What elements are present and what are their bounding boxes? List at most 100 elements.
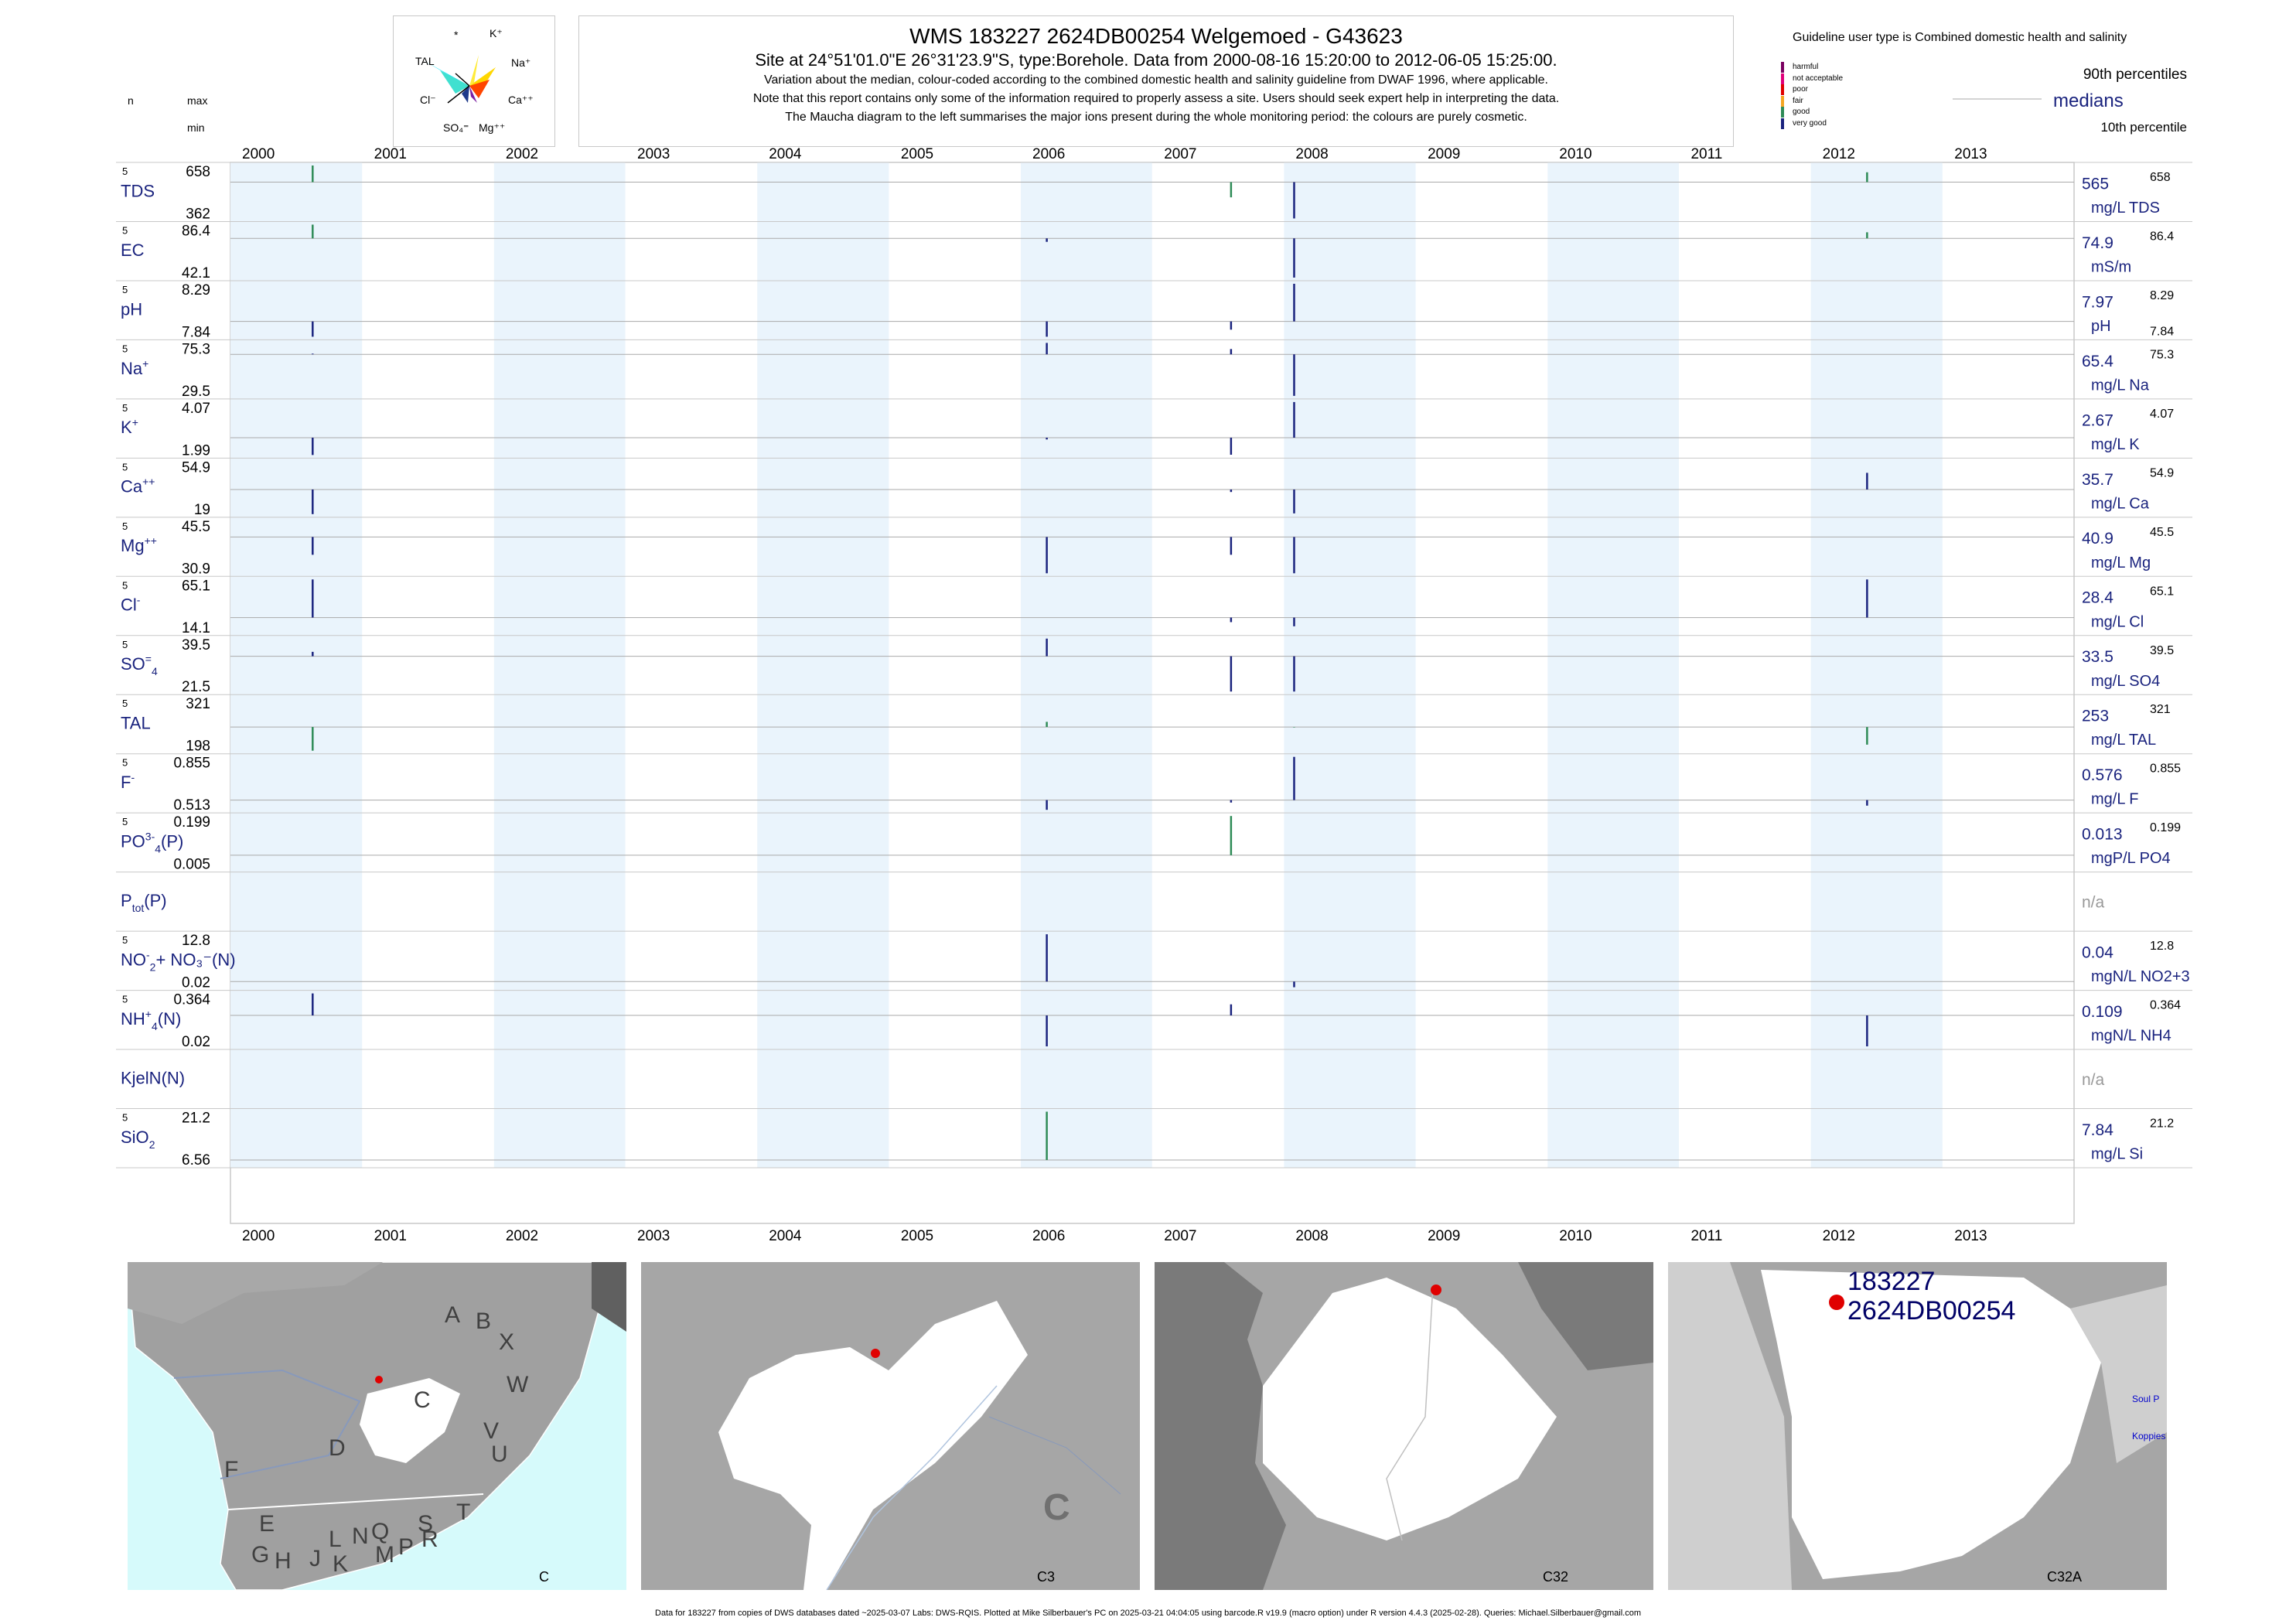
row-2-label: pH (121, 299, 142, 319)
row-16-p90: 21.2 (2150, 1117, 2174, 1131)
legend-class-swatch-2 (1781, 84, 1784, 95)
barcode-chart: 2000 2000 2001 2001 2002 2002 2003 2003 2004 2004… (116, 67, 2192, 1244)
year-band-2012 (1810, 162, 1943, 1168)
legend-class-label-5: very good (1793, 118, 1827, 128)
row-11-label: PO3-4(P) (121, 831, 183, 855)
col-header-min: min (187, 121, 205, 134)
map-sa-region-a: A (445, 1302, 461, 1328)
row-6-max: 45.5 (182, 519, 210, 535)
row-10-min: 0.513 (173, 797, 210, 814)
legend-class-swatch-4 (1781, 107, 1784, 118)
note-line-3: The Maucha diagram to the left summarise… (785, 111, 1527, 124)
year-label-bottom-2002: 2002 (506, 1228, 538, 1244)
row-5-max: 54.9 (182, 459, 210, 476)
row-5-label-text: Ca (121, 477, 143, 496)
map-sa-region-c: C (414, 1387, 431, 1413)
row-3-label-text: Na (121, 359, 143, 378)
footer-note: Data for 183227 from copies of DWS datab… (655, 1609, 1641, 1618)
year-label-bottom-2013: 2013 (1954, 1228, 1987, 1244)
row-3-median: 65.4 (2082, 353, 2113, 370)
row-13-label-extra: + NO₃⁻(N) (155, 950, 235, 969)
row-6-n: 5 (122, 520, 128, 532)
year-label-bottom-2005: 2005 (901, 1228, 933, 1244)
row-16-max: 21.2 (182, 1111, 210, 1127)
map-c3-letter: C (1043, 1487, 1070, 1528)
year-label-bottom-2006: 2006 (1032, 1228, 1065, 1244)
col-header-max: max (187, 94, 207, 107)
row-11-min: 0.005 (173, 857, 210, 873)
map-c3-label: C3 (1036, 1569, 1055, 1585)
row-8-label-text: SO (121, 654, 145, 674)
legend-class-label-4: good (1793, 107, 1810, 116)
row-7-n: 5 (122, 579, 128, 591)
legend-class-swatch-0 (1781, 62, 1784, 73)
map-c32-svg (1155, 1262, 1653, 1590)
row-5-unit: mg/L Ca (2091, 495, 2150, 512)
maucha-mg-petal (469, 86, 477, 103)
map-sa-region-w: W (507, 1372, 529, 1397)
row-0-min: 362 (186, 206, 210, 222)
year-label-bottom-2011: 2011 (1690, 1228, 1722, 1244)
map-sa-region-s: S (418, 1511, 434, 1537)
row-4-label-text: K (121, 418, 132, 437)
maucha-cl-petal (440, 70, 469, 94)
row-0-max: 658 (186, 164, 210, 180)
year-label-top-2002: 2002 (506, 146, 538, 162)
maucha-label-mg: Mg⁺⁺ (479, 121, 506, 134)
year-band-2006 (1021, 162, 1152, 1168)
row-8-n: 5 (122, 639, 128, 650)
map-sa-site-dot (375, 1376, 383, 1383)
row-8-min: 21.5 (182, 679, 210, 695)
row-8-label-sup: = (145, 653, 152, 665)
row-11-n: 5 (122, 816, 128, 827)
row-7-label-sup: - (137, 594, 141, 606)
row-3-label-sup: + (142, 357, 148, 370)
row-11-p90: 0.199 (2150, 821, 2181, 834)
row-16-median: 7.84 (2082, 1121, 2113, 1139)
row-14-label-sub: 4 (152, 1020, 158, 1032)
year-label-top-2013: 2013 (1954, 146, 1987, 162)
legend-p10: 10th percentile (2100, 120, 2187, 135)
row-4-max: 4.07 (182, 401, 210, 417)
maucha-ca-petal (469, 80, 490, 98)
row-2-p90: 8.29 (2150, 289, 2174, 302)
map-c3-site-dot (871, 1349, 880, 1358)
row-2-label-text: pH (121, 299, 142, 319)
row-13-p90: 12.8 (2150, 940, 2174, 953)
row-6-label: Mg++ (121, 534, 157, 555)
maucha-label-ca: Ca⁺⁺ (508, 94, 534, 106)
legend-p90: 90th percentiles (2083, 67, 2187, 83)
row-1-unit: mS/m (2091, 258, 2131, 275)
legend-class-swatch-1 (1781, 73, 1784, 84)
row-1-label-text: EC (121, 241, 145, 260)
row-10-label-text: F (121, 773, 131, 792)
year-band-2004 (757, 162, 889, 1168)
row-14-label-text: NH (121, 1009, 145, 1029)
row-0-p90: 658 (2150, 171, 2171, 184)
row-6-p90: 45.5 (2150, 526, 2174, 539)
map-sa-region-e: E (259, 1511, 275, 1537)
row-3-label: Na+ (121, 357, 148, 378)
row-10-median: 0.576 (2082, 766, 2123, 784)
row-6-label-sup: ++ (145, 534, 157, 547)
row-6-min: 30.9 (182, 561, 210, 577)
map-c3-svg (718, 1301, 1121, 1590)
row-2-n: 5 (122, 284, 128, 295)
row-10-unit: mg/L F (2091, 791, 2139, 808)
row-13-label-text: NO (121, 950, 146, 969)
row-13-label-sup: - (146, 948, 150, 960)
row-11-label-extra: (P) (161, 832, 183, 851)
year-label-bottom-2003: 2003 (637, 1228, 670, 1244)
legend-medians: medians (2053, 90, 2124, 111)
year-label-top-2001: 2001 (374, 146, 407, 162)
maucha-label-star: * (454, 29, 459, 41)
row-15-median: n/a (2082, 1071, 2105, 1089)
year-label-bottom-2004: 2004 (769, 1228, 802, 1244)
note-line-2: Note that this report contains only some… (752, 92, 1560, 105)
map-sa-region-u: U (491, 1441, 508, 1467)
maucha-so4-petal (462, 86, 469, 103)
row-2-max: 8.29 (182, 282, 210, 299)
map-sa-region-f: F (224, 1457, 239, 1482)
row-15-label: KjelN(N) (121, 1068, 185, 1087)
row-5-label-sup: ++ (142, 476, 155, 488)
